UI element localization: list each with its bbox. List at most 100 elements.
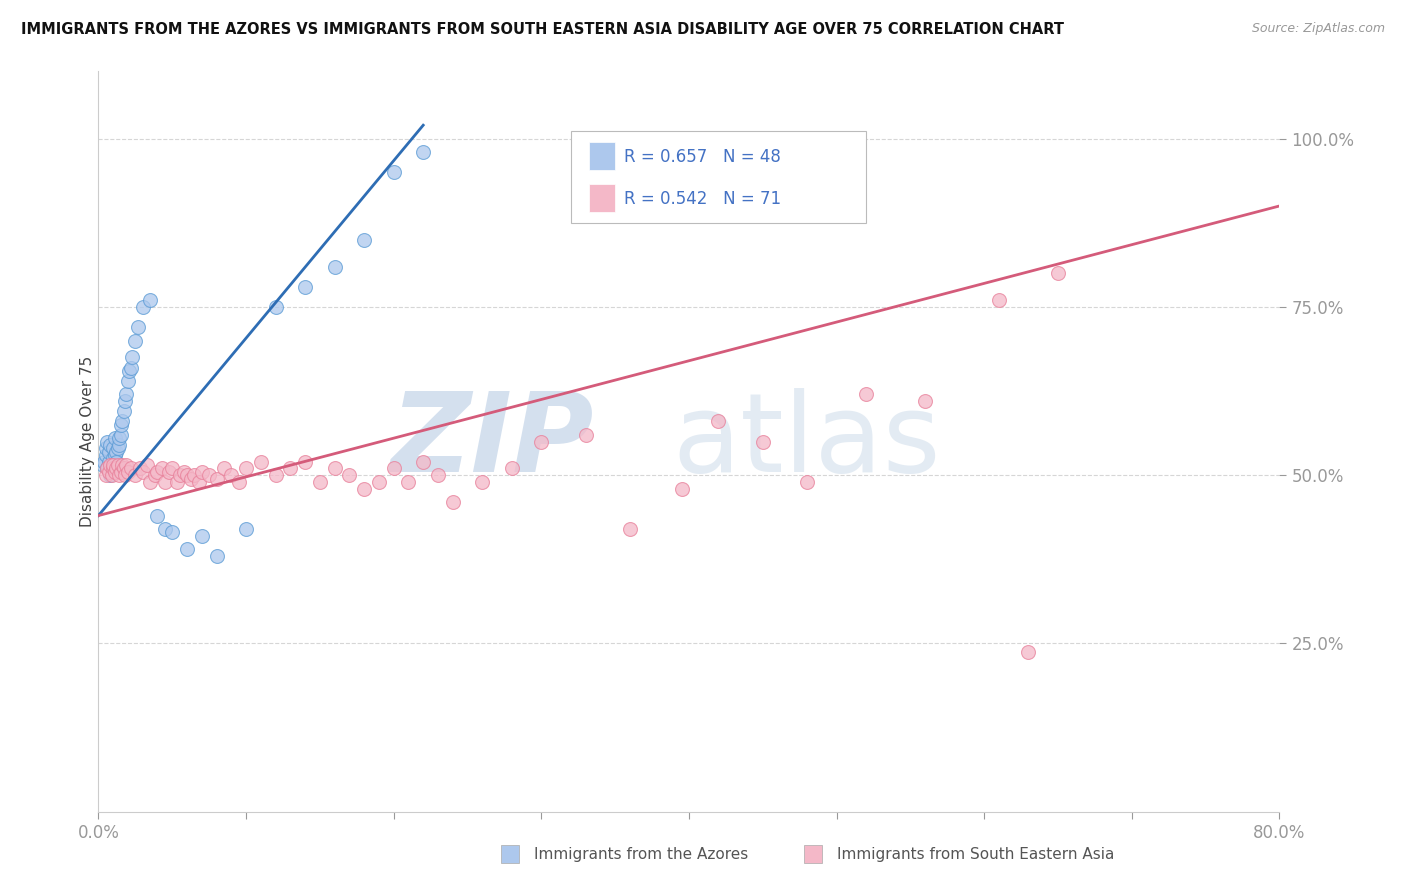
Point <box>323 260 346 274</box>
Point <box>166 475 188 489</box>
Point <box>796 475 818 489</box>
Point <box>412 145 434 160</box>
Point <box>112 404 135 418</box>
Point <box>114 394 136 409</box>
Point <box>103 461 125 475</box>
Point <box>143 468 166 483</box>
Text: R = 0.657   N = 48: R = 0.657 N = 48 <box>624 147 780 166</box>
Point <box>339 468 361 483</box>
Point <box>96 434 118 449</box>
Point <box>471 475 494 489</box>
Point <box>235 461 257 475</box>
Point <box>441 495 464 509</box>
Point <box>107 442 129 456</box>
Point <box>132 465 155 479</box>
Point <box>110 465 132 479</box>
Point <box>191 529 214 543</box>
Point <box>1018 644 1040 658</box>
Point <box>100 468 122 483</box>
Point <box>115 458 138 472</box>
Text: atlas: atlas <box>673 388 941 495</box>
Point <box>228 475 250 489</box>
Point <box>98 438 121 452</box>
Text: Immigrants from the Azores: Immigrants from the Azores <box>534 847 748 862</box>
Point <box>221 468 243 483</box>
Point <box>97 465 120 479</box>
Point <box>150 461 173 475</box>
Point <box>91 458 114 472</box>
Point <box>212 461 235 475</box>
Point <box>162 525 183 540</box>
Point <box>110 427 132 442</box>
Point <box>988 293 1011 308</box>
Point <box>94 448 117 462</box>
Point <box>97 444 120 458</box>
Bar <box>502 846 519 863</box>
Point <box>120 360 142 375</box>
Point <box>412 455 434 469</box>
Point <box>118 364 141 378</box>
Point <box>105 461 128 475</box>
Point <box>671 482 693 496</box>
Point <box>752 434 775 449</box>
Point <box>104 465 127 479</box>
Point <box>250 455 273 469</box>
Point <box>382 165 405 179</box>
Point <box>139 475 162 489</box>
Point <box>97 455 120 469</box>
Point <box>121 351 143 365</box>
Bar <box>589 142 614 169</box>
Point <box>104 448 127 462</box>
Point <box>294 279 316 293</box>
Point <box>235 522 257 536</box>
Point <box>132 300 155 314</box>
Point <box>124 334 146 348</box>
Point <box>103 442 125 456</box>
Point <box>105 455 128 469</box>
Text: Immigrants from South Eastern Asia: Immigrants from South Eastern Asia <box>837 847 1114 862</box>
Point <box>368 475 391 489</box>
Point <box>96 461 118 475</box>
Point <box>94 442 117 456</box>
Point <box>112 461 135 475</box>
Point <box>103 458 125 472</box>
Point <box>100 458 122 472</box>
Point <box>98 468 121 483</box>
Point <box>96 461 118 475</box>
Point <box>107 458 129 472</box>
Bar <box>589 184 614 212</box>
Text: R = 0.542   N = 71: R = 0.542 N = 71 <box>624 190 782 208</box>
Point <box>173 465 195 479</box>
Point <box>309 475 332 489</box>
Point <box>120 461 142 475</box>
Point <box>117 374 139 388</box>
Point <box>94 468 117 483</box>
Point <box>103 461 125 475</box>
Point <box>183 468 205 483</box>
Point <box>124 468 146 483</box>
Point <box>280 461 302 475</box>
Text: ZIP: ZIP <box>391 388 595 495</box>
Point <box>619 522 641 536</box>
Point <box>110 417 132 432</box>
Point <box>117 465 139 479</box>
Point <box>114 468 136 483</box>
Point <box>264 468 287 483</box>
Text: IMMIGRANTS FROM THE AZORES VS IMMIGRANTS FROM SOUTH EASTERN ASIA DISABILITY AGE : IMMIGRANTS FROM THE AZORES VS IMMIGRANTS… <box>21 22 1064 37</box>
Point <box>111 414 134 428</box>
Point <box>93 455 115 469</box>
Point <box>191 465 214 479</box>
Point <box>153 475 176 489</box>
Point <box>162 461 183 475</box>
Point <box>139 293 162 308</box>
Point <box>169 468 191 483</box>
Point <box>176 542 198 557</box>
Point <box>153 522 176 536</box>
Point <box>108 438 131 452</box>
Point <box>294 455 316 469</box>
Point <box>176 468 198 483</box>
Point <box>353 233 375 247</box>
Point <box>323 461 346 475</box>
Point <box>205 472 228 486</box>
Point <box>575 427 598 442</box>
